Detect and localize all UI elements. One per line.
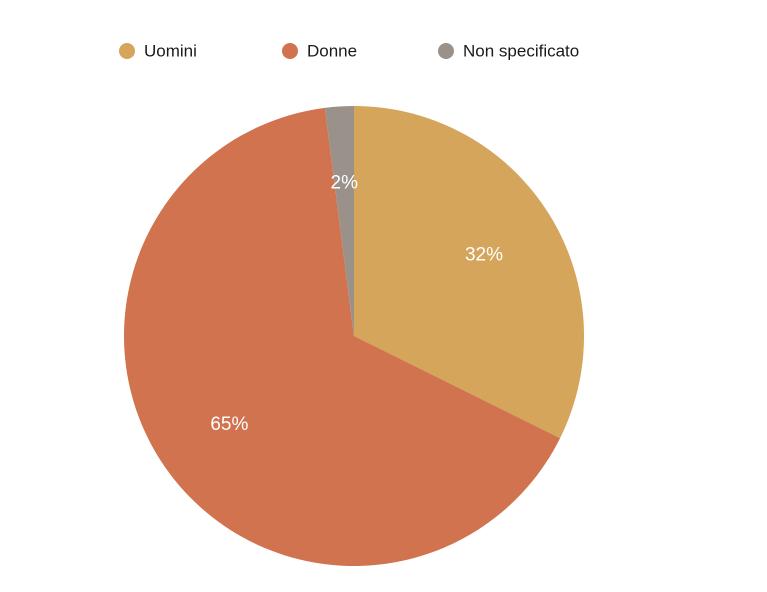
- legend-marker: [438, 43, 454, 59]
- legend-label: Donne: [307, 41, 357, 60]
- legend-label: Non specificato: [463, 41, 579, 60]
- pie-slice: [324, 106, 354, 336]
- pie-slice: [354, 106, 584, 439]
- legend-label: Uomini: [144, 41, 197, 60]
- pie-slice: [123, 107, 561, 567]
- value-label: 2%: [331, 172, 359, 193]
- legend-marker: [119, 43, 135, 59]
- value-label: 32%: [465, 244, 503, 265]
- value-label: 65%: [210, 414, 248, 435]
- legend-marker: [282, 43, 298, 59]
